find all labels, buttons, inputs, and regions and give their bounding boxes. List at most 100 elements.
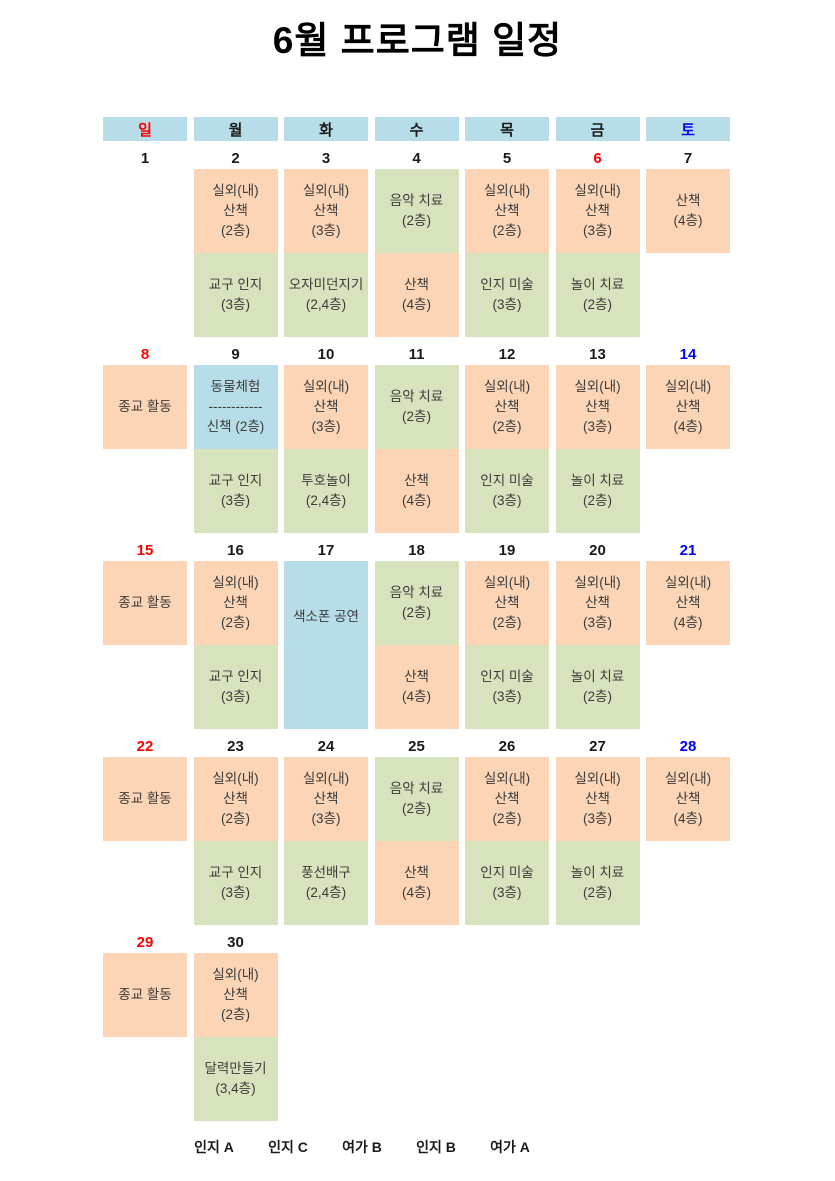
activity-text-line: 투호놀이 — [301, 473, 351, 488]
week-cells-row: 종교 활동 동물체험 ------------ 신책 (2층) 교구 인지 (3층) 실외(… — [103, 365, 731, 533]
day-cell: 실외(내) 산책 (3층) 놀이 치료 (2층) — [555, 757, 640, 925]
activity-text-line: (3층) — [311, 811, 341, 826]
activity-text-line: (2층) — [492, 811, 522, 826]
activity-text-line: 교구 인지 — [208, 865, 263, 880]
day-cell: 동물체험 ------------ 신책 (2층) 교구 인지 (3층) — [193, 365, 278, 533]
activity-text-line: 실외(내) — [574, 183, 621, 198]
activity-text-line: 산책 — [223, 203, 248, 218]
activity-text-line: 실외(내) — [302, 183, 350, 198]
activity-text-line: 산책 — [675, 193, 701, 208]
week-cells-row: 실외(내) 산책 (2층) 교구 인지 (3층) 실외(내) 산책 (3층) 오자미던지기 (2,… — [103, 169, 731, 337]
day-cell: 실외(내) 산책 (2층) 달력만들기 (3,4층) — [193, 953, 278, 1121]
activity-text-line: (3층) — [583, 615, 612, 630]
day-cell: 음악 치료 (2층) 산책 (4층) — [374, 757, 459, 925]
date-number: 22 — [136, 738, 154, 755]
activity-text-line: (3층) — [583, 811, 612, 826]
activity-cell: 동물체험 ------------ 신책 (2층) — [193, 365, 278, 449]
activity-text-line: (3,4층) — [215, 1081, 256, 1096]
day-cell: 종교 활동 — [103, 365, 187, 533]
activity-cell: 음악 치료 (2층) — [374, 169, 459, 253]
day-cell: 음악 치료 (2층) 산책 (4층) — [374, 365, 459, 533]
activity-cell: 실외(내) 산책 (2층) — [193, 757, 278, 841]
day-cell: 실외(내) 산책 (3층) 놀이 치료 (2층) — [555, 169, 640, 337]
date-number: 24 — [317, 738, 335, 755]
date-number: 4 — [412, 150, 421, 167]
activity-text-line: 산책 — [494, 203, 520, 218]
date-number: 6 — [593, 150, 602, 167]
date-number-row: 8 9 10 11 12 13 14 — [103, 344, 731, 365]
activity-text-line: 실외(내) — [302, 379, 350, 394]
date-number: 7 — [683, 150, 693, 167]
activity-text-line: 실외(내) — [664, 379, 712, 394]
activity-text-line: (2층) — [492, 223, 522, 238]
date-number — [465, 932, 549, 953]
activity-text-line: 신책 (2층) — [206, 419, 265, 434]
day-cell: 실외(내) 산책 (4층) — [646, 365, 730, 533]
day-cell — [556, 953, 640, 1121]
weeks-container: 1 2 3 4 5 6 7 실외(내) 산책 (2층) 교구 인지 (3층) 실외(내) 산책 (3층) 오자… — [103, 148, 731, 1121]
date-number: 16 — [227, 542, 244, 559]
activity-text-line: (3층) — [583, 419, 612, 434]
activity-text-line: (2층) — [402, 801, 431, 816]
activity-cell: 실외(내) 산책 (2층) — [465, 757, 549, 841]
activity-text-line: 실외(내) — [483, 575, 531, 590]
activity-text-line: (2층) — [583, 885, 612, 900]
activity-cell: 오자미던지기 (2,4층) — [284, 253, 368, 337]
activity-cell: 놀이 치료 (2층) — [555, 449, 640, 533]
week-cells-row: 종교 활동 실외(내) 산책 (2층) 달력만들기 (3,4층) — [103, 953, 731, 1121]
page-title: 6월 프로그램 일정 — [272, 20, 563, 61]
day-cell: 색소폰 공연 — [284, 561, 368, 729]
activity-cell: 실외(내) 산책 (3층) — [555, 757, 640, 841]
activity-text-line: 실외(내) — [483, 771, 531, 786]
activity-cell: 실외(내) 산책 (2층) — [465, 365, 549, 449]
activity-text-line: 실외(내) — [302, 771, 350, 786]
weekday-header-cell: 일 — [103, 117, 187, 141]
activity-text-line: 산책 — [675, 595, 701, 610]
activity-cell: 색소폰 공연 — [284, 561, 368, 729]
activity-text-line: 산책 — [494, 595, 520, 610]
activity-cell: 종교 활동 — [103, 365, 187, 449]
footer-label: 여가 B — [342, 1139, 382, 1155]
activity-text-line: 음악 치료 — [389, 193, 444, 208]
activity-text-line: 풍선배구 — [301, 865, 351, 880]
date-number: 15 — [136, 542, 154, 559]
activity-text-line: 산책 — [404, 865, 429, 880]
activity-text-line: (3층) — [221, 689, 250, 704]
activity-text-line: (2층) — [402, 605, 431, 620]
activity-cell: 인지 미술 (3층) — [465, 841, 549, 925]
activity-text-line: (3층) — [221, 885, 250, 900]
date-number: 29 — [136, 934, 154, 951]
activity-text-line: 실외(내) — [212, 771, 259, 786]
date-number: 25 — [408, 738, 425, 755]
day-cell: 음악 치료 (2층) 산책 (4층) — [374, 561, 459, 729]
date-number — [646, 932, 730, 953]
activity-cell: 실외(내) 산책 (4층) — [646, 757, 730, 841]
date-number: 14 — [679, 346, 697, 363]
activity-cell: 놀이 치료 (2층) — [555, 253, 640, 337]
activity-text-line: (4층) — [402, 297, 431, 312]
date-number-row: 1 2 3 4 5 6 7 — [103, 148, 731, 169]
activity-text-line: 산책 — [223, 987, 248, 1002]
activity-text-line: (2층) — [221, 811, 250, 826]
activity-text-line: 교구 인지 — [208, 473, 263, 488]
activity-cell: 종교 활동 — [103, 757, 187, 841]
activity-text-line: 산책 — [675, 399, 701, 414]
activity-text-line: 실외(내) — [664, 575, 712, 590]
activity-text-line: (2층) — [583, 493, 612, 508]
activity-text-line: (4층) — [673, 615, 703, 630]
date-number: 8 — [140, 346, 150, 363]
weekday-header-cell: 토 — [646, 117, 730, 141]
activity-text-line: (2층) — [402, 213, 431, 228]
activity-text-line: (3층) — [583, 223, 612, 238]
day-cell: 실외(내) 산책 (3층) 풍선배구 (2,4층) — [284, 757, 368, 925]
activity-cell: 실외(내) 산책 (3층) — [284, 757, 368, 841]
activity-cell: 달력만들기 (3,4층) — [193, 1037, 278, 1121]
activity-text-line: 종교 활동 — [118, 399, 172, 414]
activity-text-line: 산책 — [585, 595, 610, 610]
activity-cell: 놀이 치료 (2층) — [555, 645, 640, 729]
date-number: 13 — [589, 346, 606, 363]
activity-cell: 교구 인지 (3층) — [193, 253, 278, 337]
day-cell: 실외(내) 산책 (2층) 교구 인지 (3층) — [193, 169, 278, 337]
activity-cell: 실외(내) 산책 (2층) — [465, 169, 549, 253]
